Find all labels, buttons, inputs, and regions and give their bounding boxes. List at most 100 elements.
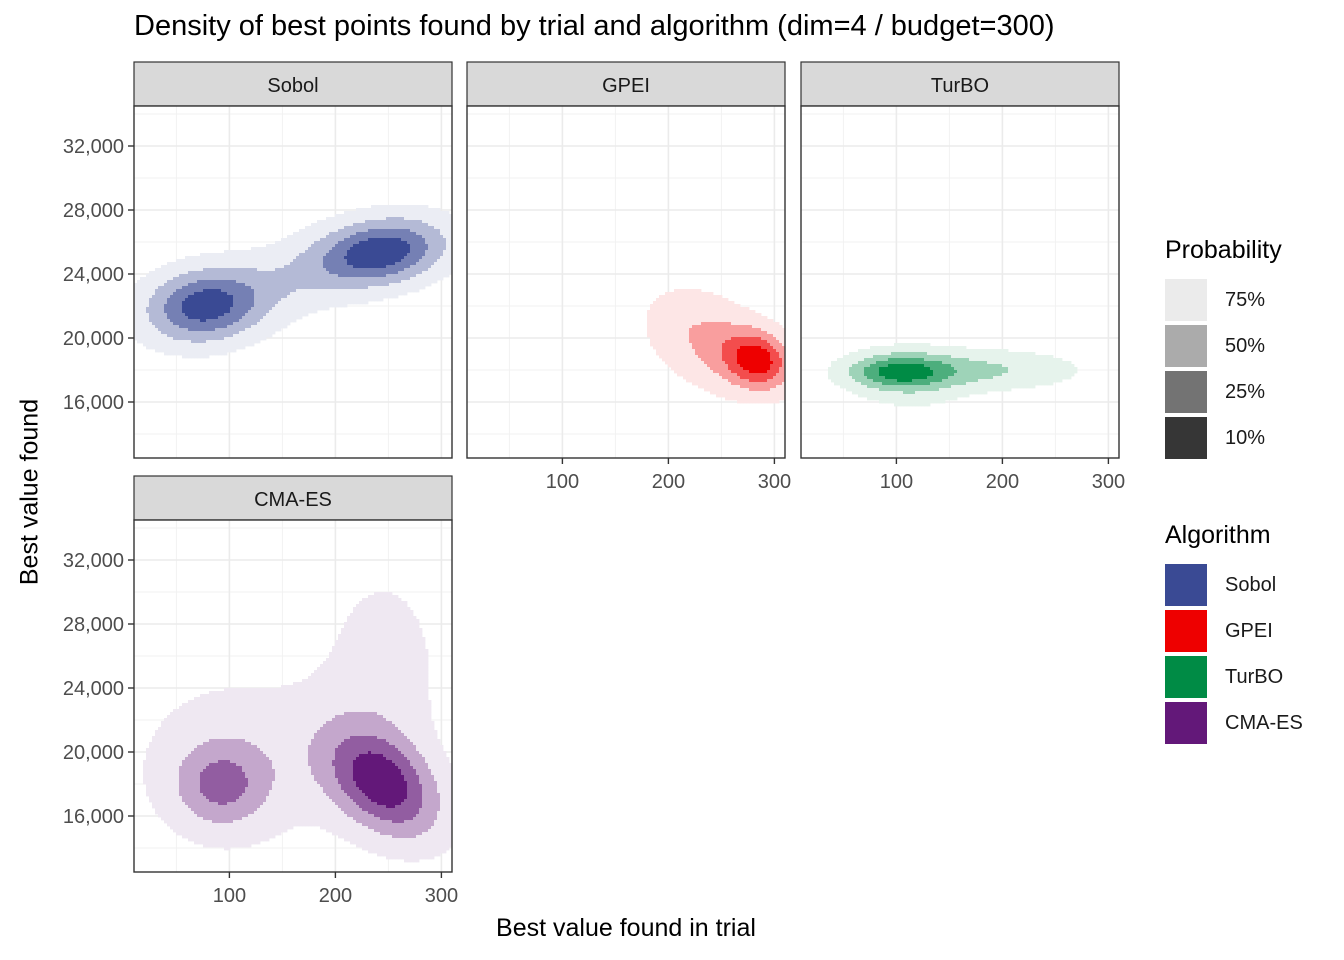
density-cell	[740, 328, 744, 332]
density-cell	[326, 301, 330, 305]
density-cell	[752, 343, 756, 347]
density-cell	[293, 298, 297, 302]
density-cell	[722, 385, 726, 389]
density-cell	[278, 244, 282, 248]
density-cell	[710, 373, 714, 377]
density-cell	[179, 262, 183, 266]
density-cell	[740, 319, 744, 323]
density-cell	[194, 259, 198, 263]
density-cell	[752, 319, 756, 323]
density-cell	[317, 274, 321, 278]
density-cell	[158, 328, 162, 332]
density-cell	[425, 208, 429, 212]
density-cell	[764, 328, 768, 332]
density-cell	[410, 265, 414, 269]
density-cell	[722, 388, 726, 392]
density-cell	[260, 301, 264, 305]
density-cell	[293, 247, 297, 251]
density-cell	[428, 280, 432, 284]
density-cell	[278, 301, 282, 305]
density-cell	[206, 355, 210, 359]
density-cell	[710, 301, 714, 305]
density-cell	[692, 373, 696, 377]
density-cell	[963, 349, 967, 353]
density-cell	[671, 310, 675, 314]
density-cell	[716, 346, 720, 350]
density-cell	[1029, 355, 1033, 359]
density-cell	[743, 376, 747, 380]
density-cell	[870, 349, 874, 353]
density-cell	[359, 247, 363, 251]
facet-strip-label: GPEI	[602, 75, 650, 97]
density-cell	[698, 295, 702, 299]
density-cell	[743, 391, 747, 395]
density-cell	[383, 295, 387, 299]
density-cell	[323, 265, 327, 269]
density-cell	[422, 238, 426, 242]
density-cell	[272, 292, 276, 296]
density-cell	[855, 355, 859, 359]
density-cell	[317, 229, 321, 233]
density-cell	[683, 337, 687, 341]
density-cell	[344, 283, 348, 287]
density-cell	[335, 295, 339, 299]
density-cell	[933, 346, 937, 350]
density-cell	[284, 319, 288, 323]
density-cell	[134, 319, 138, 323]
density-cell	[278, 298, 282, 302]
density-cell	[134, 292, 138, 296]
density-cell	[731, 376, 735, 380]
density-cell	[308, 304, 312, 308]
density-cell	[350, 262, 354, 266]
density-cell	[380, 211, 384, 215]
density-cell	[422, 283, 426, 287]
density-cell	[302, 268, 306, 272]
density-cell	[260, 262, 264, 266]
density-cell	[341, 274, 345, 278]
density-cell	[722, 394, 726, 398]
density-cell	[158, 331, 162, 335]
density-cell	[434, 208, 438, 212]
density-cell	[329, 253, 333, 257]
density-cell	[755, 352, 759, 356]
density-cell	[305, 304, 309, 308]
density-cell	[329, 292, 333, 296]
density-cell	[266, 304, 270, 308]
density-cell	[299, 274, 303, 278]
density-cell	[782, 370, 785, 374]
density-cell	[746, 379, 750, 383]
density-cell	[308, 277, 312, 281]
density-cell	[686, 310, 690, 314]
density-cell	[900, 343, 904, 347]
density-cell	[725, 343, 729, 347]
density-cell	[401, 268, 405, 272]
density-cell	[419, 256, 423, 260]
density-cell	[662, 355, 666, 359]
density-cell	[215, 310, 219, 314]
density-cell	[431, 250, 435, 254]
density-cell	[275, 289, 279, 293]
density-cell	[443, 253, 447, 257]
density-cell	[864, 358, 868, 362]
density-cell	[161, 280, 165, 284]
density-cell	[380, 223, 384, 227]
density-cell	[996, 355, 1000, 359]
density-cell	[701, 334, 705, 338]
density-cell	[758, 334, 762, 338]
density-cell	[380, 265, 384, 269]
density-cell	[140, 301, 144, 305]
density-cell	[242, 265, 246, 269]
density-cell	[707, 328, 711, 332]
density-cell	[338, 295, 342, 299]
density-cell	[746, 325, 750, 329]
density-cell	[344, 286, 348, 290]
density-cell	[686, 313, 690, 317]
density-cell	[677, 298, 681, 302]
density-cell	[263, 337, 267, 341]
density-cell	[680, 373, 684, 377]
density-cell	[335, 268, 339, 272]
density-cell	[359, 301, 363, 305]
density-cell	[398, 289, 402, 293]
density-cell	[152, 304, 156, 308]
density-cell	[374, 220, 378, 224]
